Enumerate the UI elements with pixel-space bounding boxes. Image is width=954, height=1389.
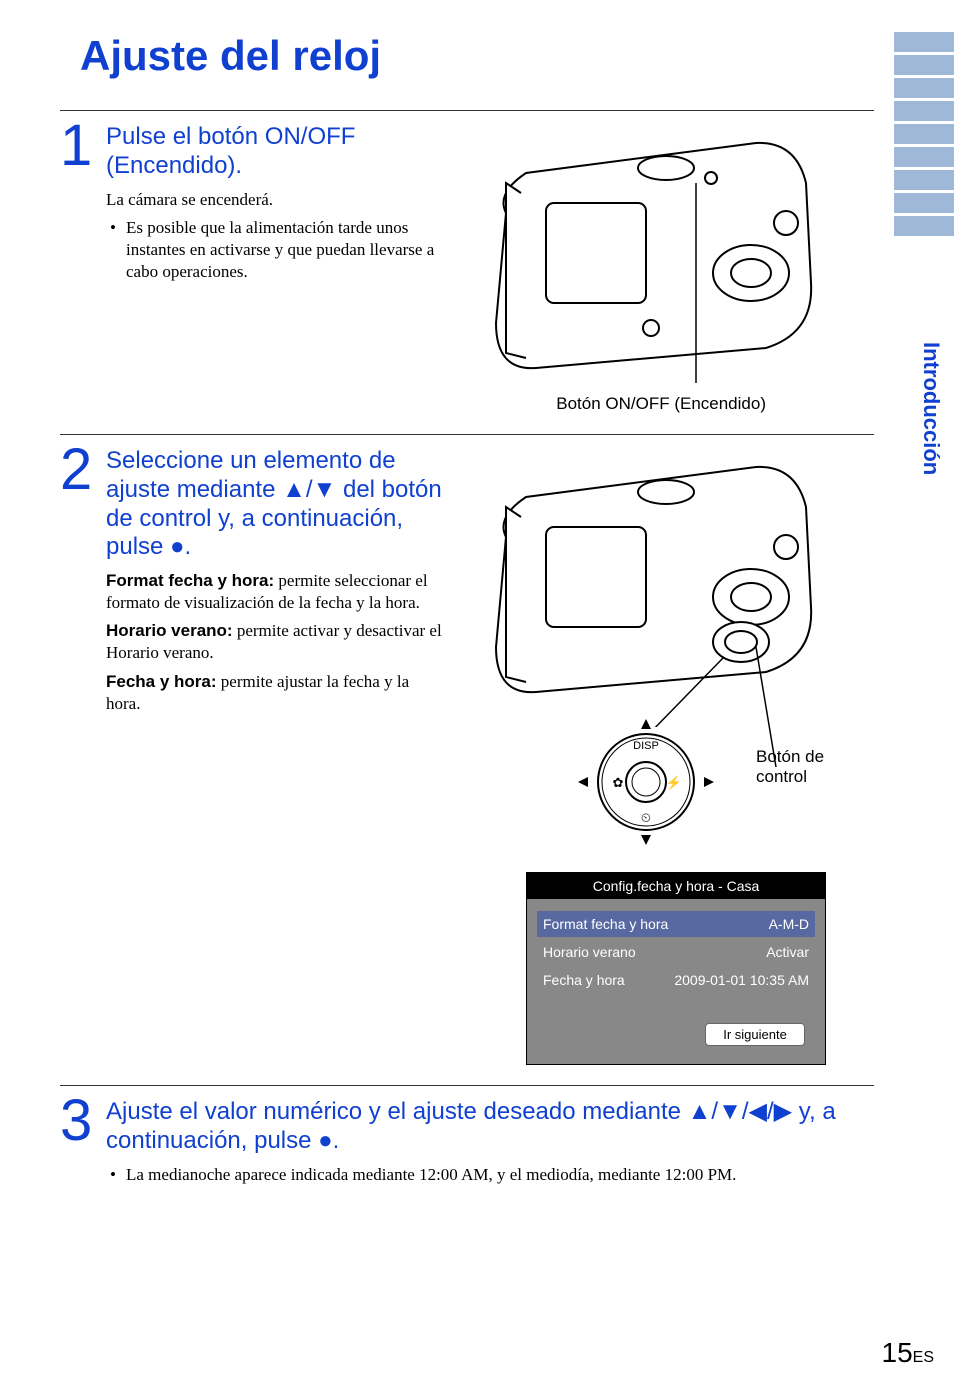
step-bullet: Es posible que la alimentación tarde uno… [106, 217, 446, 283]
menu-row-value: Activar [766, 944, 809, 960]
step-number: 1 [60, 123, 102, 169]
step-bullet: La medianoche aparece indicada mediante … [106, 1164, 874, 1186]
menu-row-format[interactable]: Format fecha y hora A-M-D [537, 911, 815, 937]
item-format: Format fecha y hora: permite seleccionar… [106, 570, 446, 614]
arrows-icon: ▲/▼/◀/▶ [688, 1098, 792, 1125]
step-heading: Ajuste el valor numérico y el ajuste des… [106, 1098, 874, 1156]
step-number: 2 [60, 447, 102, 493]
step-2: 2 Seleccione un elemento de ajuste media… [60, 434, 874, 1085]
heading-text: Ajuste el valor numérico y el ajuste des… [106, 1098, 688, 1125]
svg-text:✿: ✿ [613, 775, 624, 790]
page-title: Ajuste del reloj [80, 32, 874, 80]
menu-row-label: Horario verano [543, 944, 636, 960]
page-number-value: 15 [882, 1337, 913, 1368]
tab-mark [894, 101, 954, 121]
menu-body: Format fecha y hora A-M-D Horario verano… [527, 901, 825, 1064]
menu-row-value: A-M-D [769, 916, 809, 932]
camera-figure-2: DISP ✿ ⚡ ⏲ Botón de control Config.fecha… [466, 447, 826, 1065]
circle-icon: ● [170, 533, 185, 560]
tab-mark [894, 78, 954, 98]
up-down-icon: ▲/▼ [282, 476, 336, 503]
step-number: 3 [60, 1098, 102, 1144]
heading-text: . [333, 1127, 340, 1154]
tab-mark [894, 193, 954, 213]
svg-text:⚡: ⚡ [666, 775, 682, 791]
step-3: 3 Ajuste el valor numérico y el ajuste d… [60, 1085, 874, 1210]
step-1: 1 Pulse el botón ON/OFF (Encendido). La … [60, 110, 874, 434]
camera-figure-1: Botón ON/OFF (Encendido) [466, 123, 826, 414]
menu-row-dst[interactable]: Horario verano Activar [537, 939, 815, 965]
item-datetime: Fecha y hora: permite ajustar la fecha y… [106, 671, 446, 715]
svg-text:⏲: ⏲ [641, 810, 651, 825]
step-heading: Pulse el botón ON/OFF (Encendido). [106, 123, 446, 181]
disp-label-text: DISP [633, 740, 659, 752]
item-dst: Horario verano: permite activar y desact… [106, 620, 446, 664]
tab-mark [894, 147, 954, 167]
tab-mark [894, 216, 954, 236]
tab-mark [894, 55, 954, 75]
tab-mark [894, 124, 954, 144]
step-heading: Seleccione un elemento de ajuste mediant… [106, 447, 446, 562]
menu-row-value: 2009-01-01 10:35 AM [674, 972, 809, 988]
menu-row-label: Fecha y hora [543, 972, 625, 988]
control-button-caption: Botón de control [756, 747, 826, 787]
menu-row-label: Format fecha y hora [543, 916, 668, 932]
page-number-suffix: ES [913, 1349, 934, 1366]
item-label: Format fecha y hora: [106, 571, 274, 590]
figure-caption: Botón ON/OFF (Encendido) [466, 394, 826, 414]
item-label: Fecha y hora: [106, 672, 217, 691]
tab-mark [894, 32, 954, 52]
tab-marks [894, 32, 954, 239]
page-number: 15ES [882, 1337, 935, 1369]
circle-icon: ● [318, 1127, 333, 1154]
heading-text: . [185, 533, 192, 560]
menu-config-datetime: Config.fecha y hora - Casa Format fecha … [526, 872, 826, 1065]
menu-next-button[interactable]: Ir siguiente [705, 1023, 805, 1046]
camera-illustration-icon [466, 123, 826, 383]
camera-control-illustration-icon: DISP ✿ ⚡ ⏲ [466, 447, 826, 847]
menu-row-datetime[interactable]: Fecha y hora 2009-01-01 10:35 AM [537, 967, 815, 993]
item-label: Horario verano: [106, 621, 233, 640]
tab-mark [894, 170, 954, 190]
step-description: La cámara se encenderá. [106, 189, 446, 211]
menu-title: Config.fecha y hora - Casa [527, 873, 825, 901]
section-side-label: Introducción [918, 342, 944, 475]
